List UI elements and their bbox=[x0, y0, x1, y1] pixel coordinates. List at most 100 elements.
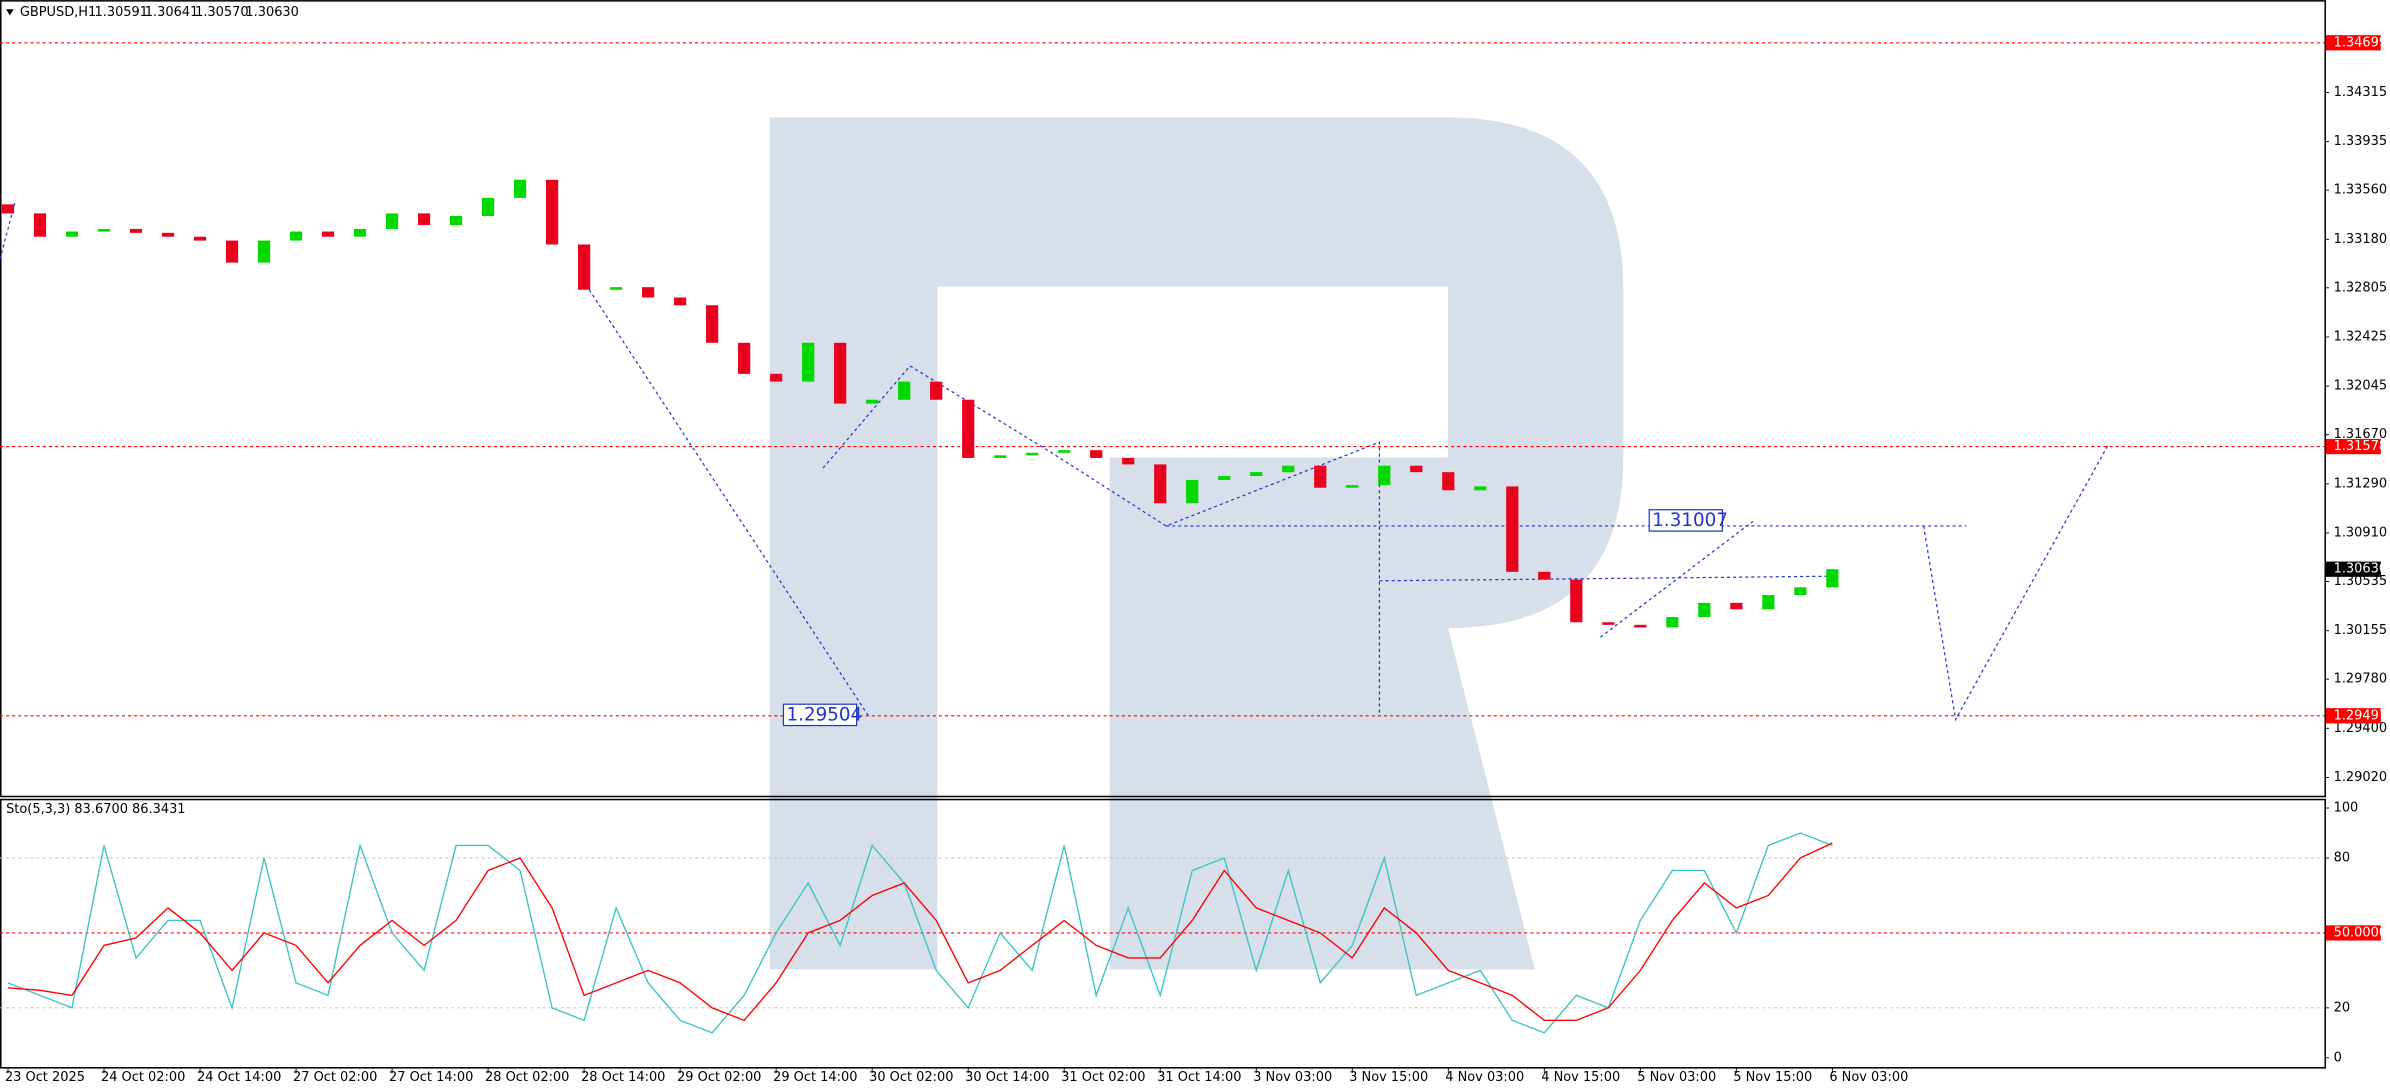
level-label-box bbox=[2325, 35, 2381, 51]
candle bbox=[1282, 465, 1295, 473]
candle bbox=[417, 213, 431, 226]
candle bbox=[738, 342, 751, 374]
main-panel-frame bbox=[0, 0, 2326, 798]
level-label: 50.0000 bbox=[2334, 925, 2388, 940]
indicator-title: Sto(5,3,3) 83.6700 86.3431 bbox=[6, 802, 185, 817]
candle bbox=[834, 342, 847, 404]
level-label-box bbox=[2325, 708, 2381, 724]
annotation-box bbox=[782, 703, 858, 727]
candle bbox=[33, 213, 47, 237]
candle bbox=[802, 342, 815, 382]
candle bbox=[129, 228, 143, 233]
annotation-label: 1.29504 bbox=[787, 705, 863, 726]
candle bbox=[1122, 457, 1135, 465]
candle bbox=[1058, 450, 1071, 453]
current-price-box bbox=[2325, 561, 2381, 577]
candle bbox=[257, 240, 271, 263]
forecast-line bbox=[1379, 575, 1830, 582]
x-tick-label: 3 Nov 03:00 bbox=[1253, 1070, 1332, 1085]
y-tick-label: 1.33180 bbox=[2334, 232, 2388, 247]
y-tick-label: 1.33935 bbox=[2334, 134, 2388, 149]
level-label-box bbox=[2325, 438, 2381, 455]
menu-arrow[interactable] bbox=[6, 9, 14, 16]
y-tick-label: 1.31290 bbox=[2334, 476, 2388, 491]
annotation-box bbox=[1648, 509, 1723, 532]
x-tick-label: 5 Nov 03:00 bbox=[1637, 1070, 1716, 1085]
y-tick-label: 1.31670 bbox=[2334, 427, 2388, 442]
candle bbox=[1250, 472, 1263, 477]
candle bbox=[65, 231, 79, 237]
candle bbox=[1346, 485, 1359, 488]
candle bbox=[193, 236, 207, 241]
candle bbox=[1794, 587, 1807, 596]
candle bbox=[1538, 571, 1551, 580]
ohlc-open: 1.30591 bbox=[95, 5, 149, 20]
candle bbox=[1026, 452, 1039, 456]
y-tick-label: 100 bbox=[2334, 801, 2359, 816]
candle bbox=[449, 216, 463, 226]
candle bbox=[1762, 595, 1775, 610]
candle bbox=[1154, 464, 1167, 504]
current-price-label: 1.30630 bbox=[2334, 562, 2388, 577]
level-label: 1.31578 bbox=[2334, 439, 2388, 454]
candle bbox=[1442, 472, 1455, 491]
candle bbox=[1474, 486, 1487, 491]
candle bbox=[642, 287, 655, 298]
y-tick-label: 1.30910 bbox=[2334, 525, 2388, 540]
x-tick-label: 24 Oct 02:00 bbox=[101, 1070, 185, 1085]
candle bbox=[1378, 465, 1391, 486]
y-tick-label: 1.29020 bbox=[2334, 770, 2388, 785]
y-tick-label: 1.32805 bbox=[2334, 280, 2388, 295]
x-tick-label: 28 Oct 14:00 bbox=[581, 1070, 665, 1085]
candle bbox=[546, 179, 559, 245]
candle bbox=[1186, 479, 1199, 504]
x-tick-label: 31 Oct 02:00 bbox=[1061, 1070, 1145, 1085]
x-tick-label: 4 Nov 15:00 bbox=[1541, 1070, 1620, 1085]
y-tick-label: 1.29780 bbox=[2334, 672, 2388, 687]
candle bbox=[385, 213, 399, 229]
candle bbox=[578, 244, 591, 290]
candle bbox=[1826, 569, 1839, 588]
ohlc-close: 1.30630 bbox=[245, 5, 299, 20]
y-tick-label: 0 bbox=[2334, 1050, 2342, 1065]
forecast-line bbox=[1922, 444, 2109, 722]
watermark-gap bbox=[937, 457, 1110, 970]
candle bbox=[353, 228, 367, 237]
x-tick-label: 31 Oct 14:00 bbox=[1157, 1070, 1241, 1085]
candle bbox=[97, 228, 111, 232]
marks: 1.34315 1.33935 1.33560 1.33180 1.32805 1.324… bbox=[0, 35, 2387, 1085]
forecast-line bbox=[578, 274, 870, 717]
indicator-panel-frame bbox=[0, 798, 2326, 1069]
y-tick-label: 1.30155 bbox=[2334, 623, 2388, 638]
x-tick-label: 24 Oct 14:00 bbox=[197, 1070, 281, 1085]
candle bbox=[866, 399, 879, 404]
x-tick-label: 30 Oct 02:00 bbox=[869, 1070, 953, 1085]
forecast-line bbox=[822, 365, 1381, 717]
ohlc-high: 1.30641 bbox=[145, 5, 199, 20]
x-tick-label: 27 Oct 02:00 bbox=[293, 1070, 377, 1085]
x-tick-label: 29 Oct 02:00 bbox=[677, 1070, 761, 1085]
candle bbox=[1410, 465, 1423, 473]
forecast-line bbox=[1600, 520, 1754, 638]
candle bbox=[770, 373, 783, 382]
candle bbox=[289, 231, 303, 241]
candle bbox=[930, 381, 943, 400]
annotation-label: 1.31007 bbox=[1652, 510, 1728, 531]
candle bbox=[1634, 624, 1647, 628]
y-tick-label: 1.29400 bbox=[2334, 721, 2388, 736]
candle bbox=[1602, 622, 1615, 625]
candle bbox=[225, 240, 239, 263]
candle bbox=[1666, 617, 1679, 628]
x-tick-label: 30 Oct 14:00 bbox=[965, 1070, 1049, 1085]
candle bbox=[1314, 465, 1327, 488]
candle bbox=[994, 455, 1007, 458]
y-tick-label: 1.34315 bbox=[2334, 85, 2388, 100]
y-tick-label: 1.30535 bbox=[2334, 574, 2388, 589]
x-tick-label: 27 Oct 14:00 bbox=[389, 1070, 473, 1085]
x-tick-label: 3 Nov 15:00 bbox=[1349, 1070, 1428, 1085]
level-label: 1.34699 bbox=[2334, 35, 2388, 50]
candle bbox=[706, 305, 719, 343]
indicator-line bbox=[7, 842, 1833, 1022]
